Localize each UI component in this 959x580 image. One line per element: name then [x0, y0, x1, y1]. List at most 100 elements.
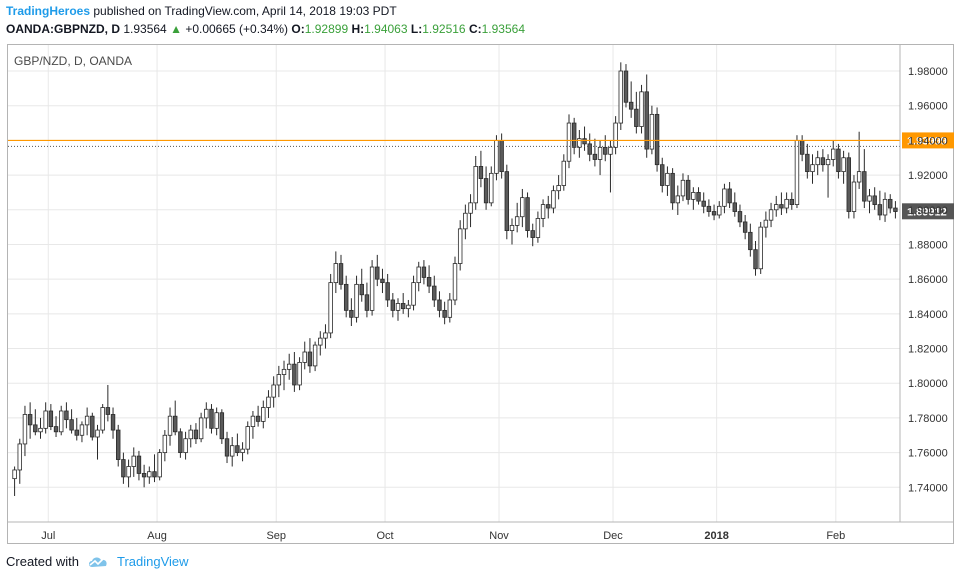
candle-body	[53, 426, 59, 433]
y-tick-label: 1.74000	[908, 482, 948, 494]
candle-body	[302, 351, 307, 363]
candle-body	[877, 204, 883, 216]
candle-body	[359, 283, 364, 296]
candle-body	[571, 122, 577, 148]
candle-body	[105, 407, 111, 415]
candle-body	[784, 198, 789, 209]
candle-body	[162, 434, 168, 454]
candle-body	[452, 263, 458, 301]
low-label: L:	[410, 22, 423, 36]
candle-body	[235, 445, 240, 454]
candle-body	[22, 414, 28, 445]
candle-body	[364, 294, 370, 311]
candle-body	[836, 148, 841, 173]
candle-body	[385, 282, 390, 301]
candle-body	[504, 171, 510, 231]
candle-body	[90, 415, 95, 438]
candle-body	[862, 171, 867, 202]
resistance-price-badge	[902, 132, 954, 149]
price-change: +0.00665 (+0.34%)	[185, 22, 289, 36]
candle-body	[59, 410, 64, 433]
candle-body	[167, 415, 173, 436]
candle-body	[680, 179, 686, 197]
candle-body	[742, 221, 748, 233]
close-value: 1.93564	[481, 22, 526, 36]
chart-frame[interactable]	[7, 44, 954, 544]
candle-body	[774, 204, 779, 211]
candle-body	[494, 139, 499, 174]
candle-body	[297, 362, 302, 386]
candle-body	[509, 224, 515, 231]
candle-body	[432, 285, 437, 301]
tradingview-link[interactable]: TradingView	[116, 554, 189, 569]
candle-body	[597, 146, 603, 160]
candle-body	[815, 157, 820, 166]
candle-body	[763, 219, 769, 228]
candle-body	[805, 153, 810, 173]
candle-body	[33, 424, 38, 433]
candle-body	[421, 266, 427, 278]
candle-body	[17, 443, 22, 471]
candle-body	[178, 431, 183, 454]
x-tick-label: 2018	[704, 530, 728, 542]
candle-body	[587, 143, 592, 155]
candle-body	[400, 303, 406, 310]
x-tick-label: Nov	[489, 530, 509, 542]
candle-body	[276, 374, 282, 386]
candle-body	[38, 427, 43, 433]
y-tick-label: 1.90000	[908, 205, 948, 217]
candle-body	[603, 146, 608, 155]
candle-body	[312, 344, 318, 367]
candle-body	[779, 204, 784, 209]
candle-body	[525, 197, 530, 231]
close-label: C:	[468, 22, 482, 36]
candle-body	[349, 309, 354, 318]
candle-body	[473, 166, 478, 204]
candle-body	[255, 415, 261, 422]
footer: Created with TradingView	[6, 554, 189, 569]
x-tick-label: Aug	[147, 530, 167, 542]
candle-body	[831, 148, 836, 160]
overlays-layer: 1.93999 1.89912	[8, 132, 954, 220]
candle-body	[193, 429, 199, 440]
symbol-label: OANDA:GBPNZD, D	[6, 22, 120, 36]
y-tick-label: 1.94000	[908, 135, 948, 147]
candle-body	[789, 198, 794, 205]
candle-body	[685, 179, 691, 200]
candle-body	[121, 459, 126, 478]
candle-body	[198, 417, 204, 440]
candle-body	[654, 113, 660, 166]
candle-body	[748, 231, 753, 251]
candle-body	[820, 157, 826, 166]
candle-body	[338, 263, 344, 285]
candle-body	[639, 91, 644, 127]
candle-body	[126, 466, 131, 478]
candle-body	[556, 185, 561, 192]
author-link[interactable]: TradingHeroes	[6, 4, 91, 18]
resistance-price-label: 1.93999	[907, 135, 947, 147]
candle-body	[136, 455, 142, 474]
candle-body	[84, 415, 90, 426]
candle-body	[546, 204, 551, 209]
candle-body	[856, 171, 862, 183]
candle-body	[566, 122, 572, 162]
candle-body	[375, 266, 380, 280]
candle-body	[48, 410, 54, 428]
candle-body	[286, 363, 292, 370]
candle-body	[229, 445, 235, 457]
candle-body	[12, 469, 17, 480]
candle-body	[209, 408, 214, 429]
y-tick-label: 1.98000	[908, 66, 948, 78]
tradingview-cloud-icon[interactable]	[87, 555, 109, 569]
candles-layer	[12, 62, 898, 496]
candle-body	[116, 429, 121, 460]
axes-layer: 1.98000 1.96000 1.94000 1.92000 1.90000 1.880…	[8, 45, 954, 542]
candle-body	[514, 216, 520, 226]
candle-body	[147, 471, 152, 478]
candle-body	[888, 198, 893, 209]
candle-body	[157, 452, 162, 478]
y-tick-label: 1.80000	[908, 378, 948, 390]
candle-body	[670, 172, 675, 204]
candle-body	[250, 415, 256, 427]
